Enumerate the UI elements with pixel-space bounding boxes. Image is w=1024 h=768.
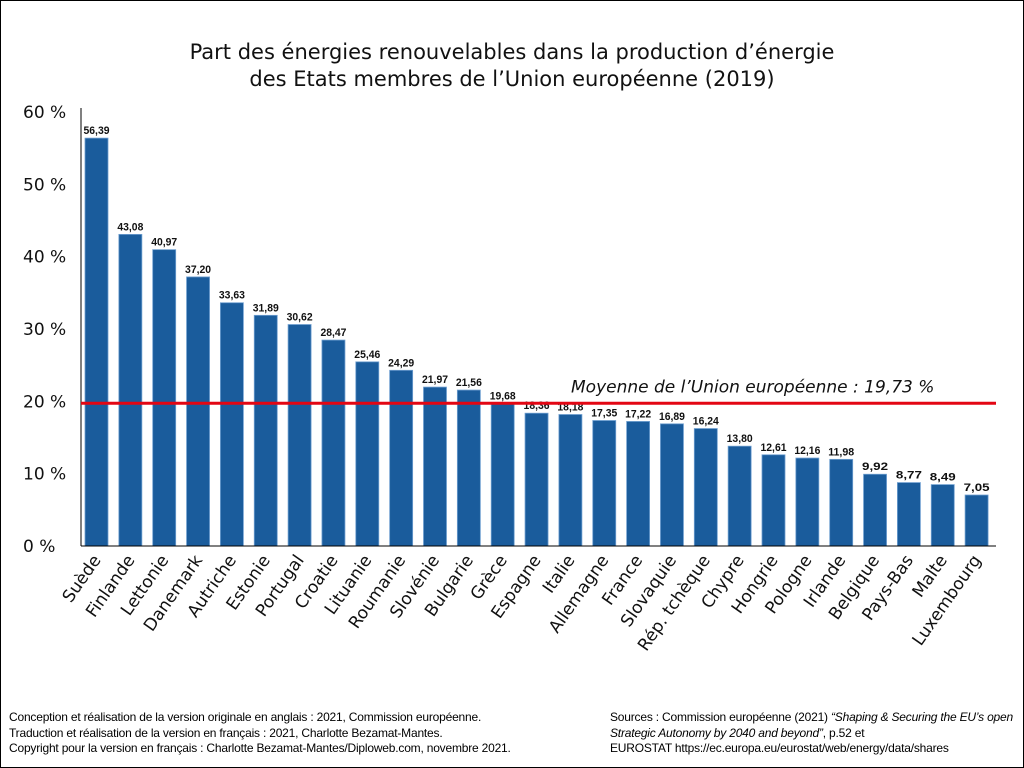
bar-chart: 0 %10 %20 %30 %40 %50 %60 %56,39Suède43,… <box>23 103 996 655</box>
bar-Croatie <box>321 339 346 547</box>
y-tick-label: 40 % <box>23 248 66 268</box>
bar-Belgique <box>863 473 887 547</box>
data-label: 17,35 <box>591 408 617 420</box>
data-label: 11,98 <box>828 446 854 458</box>
bar-Rép. tchèque <box>693 428 718 547</box>
data-label: 9,92 <box>862 461 888 473</box>
y-tick-label: 60 % <box>23 103 66 123</box>
y-tick-label: 0 % <box>23 537 55 557</box>
credit-line-1: Conception et réalisation de la version … <box>9 710 482 724</box>
bar-Pologne <box>795 457 820 547</box>
data-label: 17,22 <box>625 408 651 420</box>
sources-url: EUROSTAT https://ec.europa.eu/eurostat/w… <box>610 741 949 755</box>
bar-Finlande <box>118 233 143 547</box>
bar-Lettonie <box>152 249 177 547</box>
data-label: 16,89 <box>659 411 685 423</box>
average-label: Moyenne de l’Union européenne : 19,73 % <box>571 377 934 397</box>
data-label: 24,29 <box>388 357 414 369</box>
bar-Pays-Bas <box>897 482 921 547</box>
y-tick-label: 50 % <box>23 175 66 195</box>
sources-prefix: Sources : Commission européenne (2021) <box>610 710 831 724</box>
bar-Suède <box>84 137 109 547</box>
bar-Autriche <box>219 302 244 547</box>
bar-Danemark <box>186 276 210 547</box>
y-tick-label: 20 % <box>23 392 66 412</box>
data-label: 7,05 <box>964 482 990 494</box>
data-label: 37,20 <box>185 264 211 276</box>
bar-Malte <box>930 484 955 547</box>
title-line-1: Part des énergies renouvelables dans la … <box>189 40 835 64</box>
title-line-2: des Etats membres de l’Union européenne … <box>249 67 775 91</box>
bar-Allemagne <box>592 420 617 547</box>
data-label: 33,63 <box>219 290 245 302</box>
bar-Estonie <box>253 314 278 547</box>
data-label: 40,97 <box>151 237 177 249</box>
bar-Grèce <box>490 403 515 547</box>
data-label: 12,16 <box>794 445 820 457</box>
bar-Bulgarie <box>456 389 481 547</box>
sources-title: “Shaping & Securing the EU’s open Strate… <box>610 710 1013 740</box>
bar-Slovaquie <box>660 423 684 547</box>
data-label: 21,97 <box>422 374 448 386</box>
data-label: 13,80 <box>727 433 753 445</box>
data-label: 8,49 <box>930 472 956 484</box>
data-label: 28,47 <box>320 327 346 339</box>
data-label: 19,68 <box>490 391 516 403</box>
bar-Luxembourg <box>964 494 989 547</box>
bar-Irlande <box>829 458 854 547</box>
bar-Chypre <box>727 445 752 547</box>
data-label: 16,24 <box>693 416 720 428</box>
data-label: 21,56 <box>456 377 482 389</box>
data-label: 43,08 <box>117 221 143 233</box>
data-label: 30,62 <box>287 312 313 324</box>
data-label: 8,77 <box>896 470 922 482</box>
data-label: 56,39 <box>84 125 110 137</box>
credit-line-3: Copyright pour la version en français : … <box>9 741 511 755</box>
bar-France <box>626 421 650 547</box>
bar-Roumanie <box>389 369 414 547</box>
credit-line-2: Traduction et réalisation de la version … <box>9 725 443 740</box>
bar-Slovénie <box>423 386 447 547</box>
bar-Espagne <box>524 412 549 547</box>
bar-Portugal <box>287 324 312 547</box>
chart-title: Part des énergies renouvelables dans la … <box>1 39 1023 93</box>
sources-text: Sources : Commission européenne (2021) “… <box>610 710 1022 741</box>
sources-suffix: , p.52 et <box>822 725 865 740</box>
y-tick-label: 30 % <box>23 320 66 340</box>
data-label: 31,89 <box>253 302 279 314</box>
y-tick-label: 10 % <box>23 465 66 485</box>
bar-Lituanie <box>355 361 380 547</box>
bar-Italie <box>558 414 583 547</box>
footer-credits: Conception et réalisation de la version … <box>9 710 511 757</box>
footer-sources: Sources : Commission européenne (2021) “… <box>610 710 1022 757</box>
bar-Hongrie <box>761 454 786 547</box>
data-label: 12,61 <box>761 442 787 454</box>
data-label: 25,46 <box>354 349 380 361</box>
